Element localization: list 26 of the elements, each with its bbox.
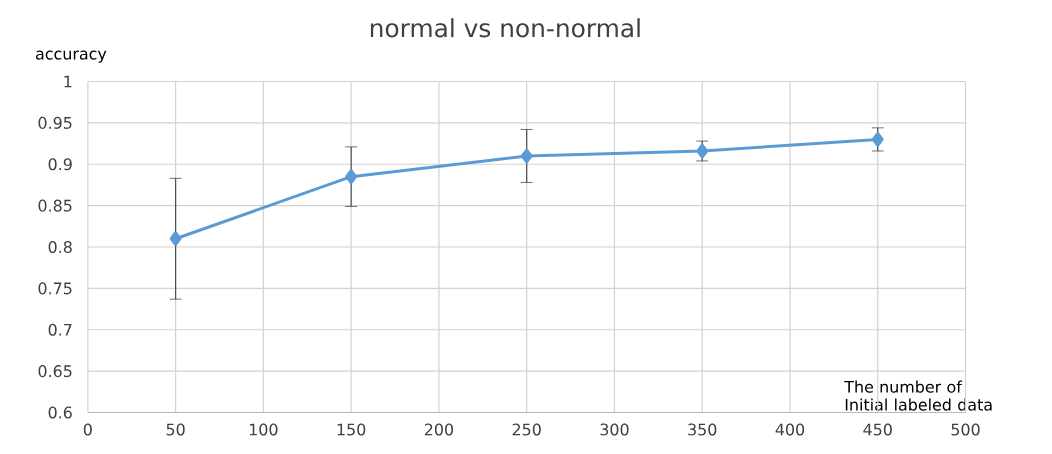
y-tick-label: 0.9 bbox=[48, 158, 72, 171]
x-tick-label: 500 bbox=[951, 423, 980, 436]
x-tick-label: 0 bbox=[83, 423, 92, 436]
x-tick-label: 350 bbox=[688, 423, 717, 436]
y-tick-label: 1 bbox=[64, 75, 72, 88]
point bbox=[345, 169, 358, 184]
x-tick-label: 450 bbox=[863, 423, 892, 436]
y-tick-label: 0.8 bbox=[48, 240, 72, 253]
x-tick-label: 250 bbox=[512, 423, 541, 436]
x-tick-label: 400 bbox=[775, 423, 805, 436]
chart-title: normal vs non-normal bbox=[370, 18, 640, 38]
y-axis-title: accuracy bbox=[36, 50, 107, 63]
point bbox=[169, 231, 182, 247]
y-tick-label: 0.85 bbox=[38, 199, 72, 212]
y-tick-label: 0.75 bbox=[38, 282, 72, 295]
x-tick-label: 100 bbox=[249, 423, 278, 436]
y-tick-label: 0.65 bbox=[38, 364, 72, 378]
x-tick-label: 300 bbox=[600, 423, 629, 436]
x-tick-label: 150 bbox=[337, 423, 366, 436]
y-tick-label: 0.6 bbox=[48, 406, 72, 419]
x-tick-label: 50 bbox=[166, 423, 185, 436]
point bbox=[871, 131, 884, 147]
point bbox=[520, 148, 533, 164]
y-tick-label: 0.7 bbox=[48, 323, 72, 336]
x-tick-label: 200 bbox=[424, 423, 454, 436]
y-tick-label: 0.95 bbox=[38, 116, 72, 129]
